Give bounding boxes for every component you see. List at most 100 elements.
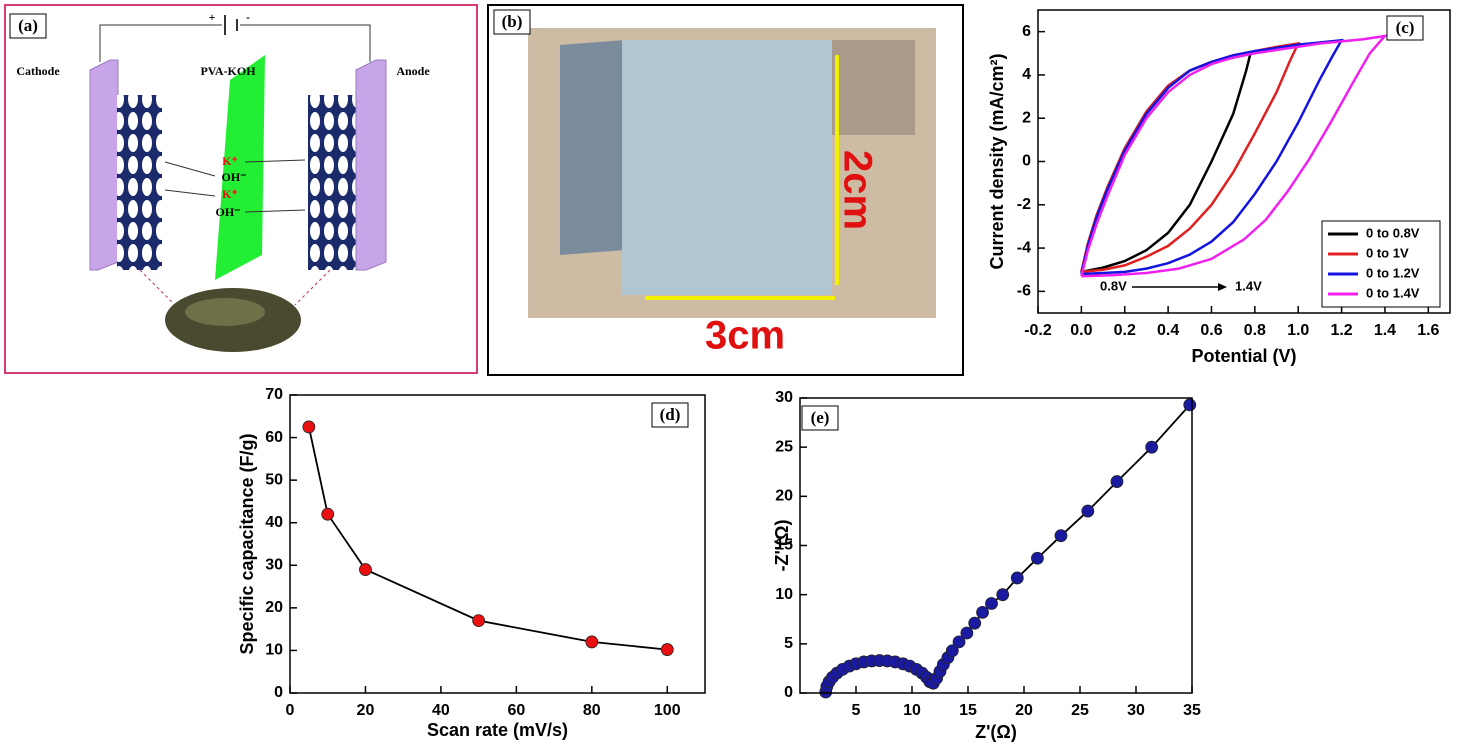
electrode xyxy=(117,95,162,270)
panel-label: (e) xyxy=(811,408,830,427)
x-tick-label: 100 xyxy=(654,702,681,719)
y-tick-label: 0 xyxy=(274,684,283,701)
panel-label: (b) xyxy=(502,12,523,31)
battery-plus: + xyxy=(209,10,216,24)
legend-label: 0 to 1V xyxy=(1366,245,1409,260)
panel-label: (c) xyxy=(1396,18,1415,37)
marker xyxy=(1031,552,1043,564)
x-tick-label: 0.0 xyxy=(1070,322,1092,339)
electrode xyxy=(308,95,356,270)
x-tick-label: -0.2 xyxy=(1024,322,1052,339)
marker xyxy=(961,627,973,639)
plot-frame xyxy=(290,395,705,693)
panel-b: (b) 2cm 3cm xyxy=(488,5,963,375)
height-label: 2cm xyxy=(835,150,879,230)
x-tick-label: 5 xyxy=(852,702,861,719)
y-tick-label: 4 xyxy=(1022,66,1031,83)
y-tick-label: 10 xyxy=(775,586,793,603)
y-axis-title: -Z''(Ω) xyxy=(772,520,792,572)
legend-label: 0 to 1.4V xyxy=(1366,285,1420,300)
electrolyte-label: PVA-KOH xyxy=(200,64,256,78)
marker xyxy=(1082,505,1094,517)
annotation: 0.8V xyxy=(1100,278,1127,293)
y-tick-label: 2 xyxy=(1022,109,1031,126)
y-tick-label: 6 xyxy=(1022,23,1031,40)
foil xyxy=(560,40,625,255)
marker xyxy=(986,598,998,610)
sem-image xyxy=(185,298,265,326)
ion-label: K⁺ xyxy=(222,187,238,201)
y-tick-label: 20 xyxy=(265,599,283,616)
marker xyxy=(322,508,334,520)
series-line xyxy=(309,427,667,650)
marker xyxy=(977,606,989,618)
legend-label: 0 to 1.2V xyxy=(1366,265,1420,280)
device xyxy=(622,40,832,295)
series-line xyxy=(826,405,1190,692)
marker xyxy=(473,615,485,627)
y-tick-label: 5 xyxy=(784,635,793,652)
x-tick-label: 0.2 xyxy=(1114,322,1136,339)
x-tick-label: 1.6 xyxy=(1417,322,1439,339)
y-tick-label: 50 xyxy=(265,471,283,488)
y-axis-title: Specific capacitance (F/g) xyxy=(237,433,257,654)
x-tick-label: 1.0 xyxy=(1287,322,1309,339)
panel-label: (d) xyxy=(660,405,681,424)
width-label: 3cm xyxy=(705,314,785,358)
ion-label: K⁺ xyxy=(222,154,238,168)
marker xyxy=(1011,572,1023,584)
marker xyxy=(969,617,981,629)
y-tick-label: 10 xyxy=(265,642,283,659)
x-tick-label: 80 xyxy=(583,702,601,719)
figure: (a) + - Cathode PVA-KOH Anode K⁺ OH⁻ K⁺ … xyxy=(0,0,1466,749)
marker xyxy=(303,421,315,433)
y-tick-label: 0 xyxy=(1022,153,1031,170)
x-tick-label: 20 xyxy=(1015,702,1033,719)
x-axis-title: Scan rate (mV/s) xyxy=(427,720,568,740)
anode-plate xyxy=(356,60,386,270)
y-tick-label: 60 xyxy=(265,429,283,446)
x-tick-label: 30 xyxy=(1127,702,1145,719)
x-tick-label: 0 xyxy=(286,702,295,719)
x-tick-label: 1.4 xyxy=(1374,322,1396,339)
y-tick-label: 30 xyxy=(775,389,793,406)
x-tick-label: 10 xyxy=(903,702,921,719)
x-tick-label: 20 xyxy=(357,702,375,719)
battery-minus: - xyxy=(246,10,250,24)
marker xyxy=(997,589,1009,601)
legend-label: 0 to 0.8V xyxy=(1366,225,1420,240)
x-tick-label: 40 xyxy=(432,702,450,719)
marker xyxy=(1111,476,1123,488)
y-tick-label: -2 xyxy=(1017,196,1031,213)
annotation: 1.4V xyxy=(1235,278,1262,293)
marker xyxy=(661,644,673,656)
series-line xyxy=(1081,44,1298,272)
x-tick-label: 60 xyxy=(507,702,525,719)
x-tick-label: 15 xyxy=(959,702,977,719)
x-tick-label: 0.4 xyxy=(1157,322,1179,339)
cathode-label: Cathode xyxy=(16,64,60,78)
x-tick-label: 35 xyxy=(1183,702,1201,719)
marker xyxy=(1184,399,1196,411)
plot-frame xyxy=(800,398,1192,693)
anode-label: Anode xyxy=(396,64,430,78)
y-tick-label: -4 xyxy=(1017,239,1031,256)
marker xyxy=(1146,441,1158,453)
x-tick-label: 0.8 xyxy=(1244,322,1266,339)
cathode-plate xyxy=(90,60,118,270)
y-tick-label: 0 xyxy=(784,684,793,701)
x-tick-label: 1.2 xyxy=(1330,322,1352,339)
marker xyxy=(586,636,598,648)
y-tick-label: -6 xyxy=(1017,283,1031,300)
x-tick-label: 25 xyxy=(1071,702,1089,719)
x-axis-title: Z'(Ω) xyxy=(975,722,1017,742)
y-tick-label: 30 xyxy=(265,557,283,574)
y-tick-label: 20 xyxy=(775,488,793,505)
marker xyxy=(1055,530,1067,542)
y-tick-label: 25 xyxy=(775,438,793,455)
panel-label: (a) xyxy=(18,16,38,35)
y-tick-label: 70 xyxy=(265,386,283,403)
y-tick-label: 40 xyxy=(265,514,283,531)
ion-label: OH⁻ xyxy=(221,170,246,184)
panel-a: (a) + - Cathode PVA-KOH Anode K⁺ OH⁻ K⁺ … xyxy=(5,5,477,373)
